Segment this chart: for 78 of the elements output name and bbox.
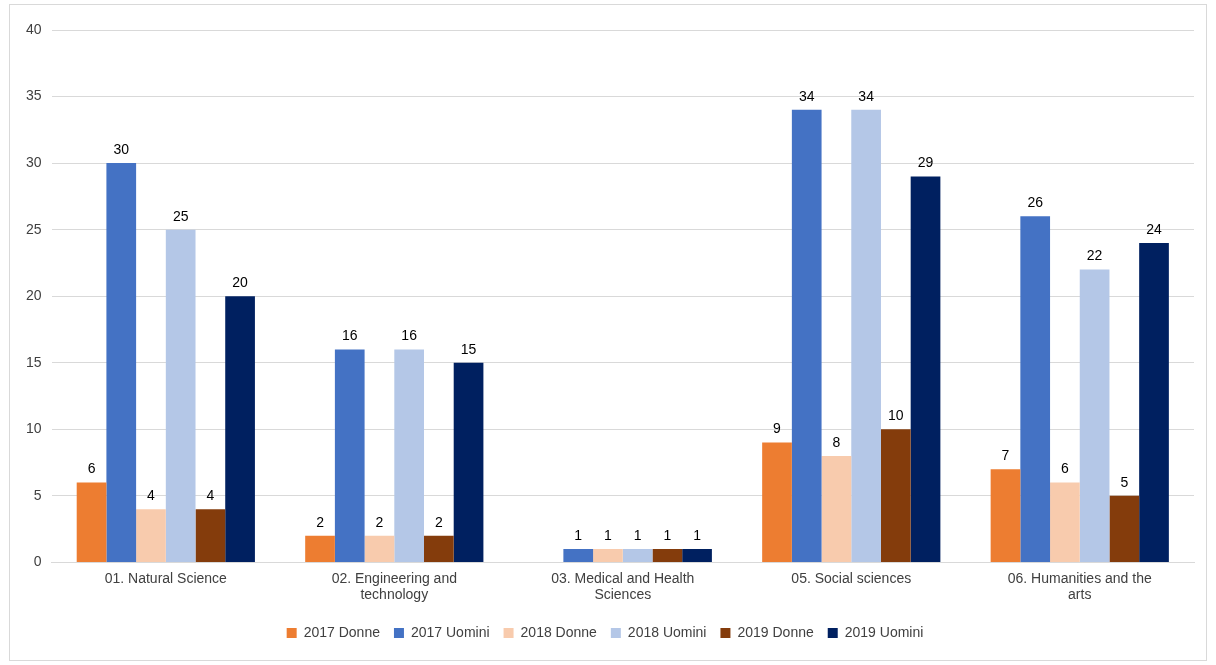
- bar: [851, 109, 881, 562]
- y-tick-label: 25: [25, 220, 42, 237]
- x-tick-label: 06. Humanities and the arts: [1007, 569, 1152, 603]
- data-label: 34: [798, 87, 815, 104]
- legend-label: 2017 Donne: [303, 623, 381, 640]
- data-label: 1: [633, 526, 642, 543]
- data-label: 16: [341, 327, 358, 344]
- data-label: 20: [232, 274, 249, 291]
- legend-label: 2019 Uomini: [844, 623, 924, 640]
- bar: [593, 549, 623, 562]
- data-label: 1: [574, 526, 583, 543]
- data-label: 30: [113, 140, 130, 157]
- data-label: 15: [460, 340, 477, 357]
- bar: [334, 349, 365, 562]
- data-label: 25: [172, 207, 189, 224]
- bar: [652, 549, 683, 562]
- x-tick-label: 01. Natural Science: [104, 569, 228, 586]
- data-label: 6: [1061, 460, 1070, 477]
- y-tick-label: 15: [25, 353, 42, 370]
- data-label: 4: [206, 487, 215, 504]
- x-tick-label: 03. Medical and Health Sciences: [551, 569, 695, 603]
- data-label: 4: [147, 487, 156, 504]
- bar: [622, 549, 653, 562]
- x-tick-label: 05. Social sciences: [791, 569, 912, 586]
- data-label: 34: [858, 87, 875, 104]
- data-label: 1: [604, 526, 613, 543]
- bar: [136, 509, 166, 562]
- y-tick-label: 20: [25, 287, 42, 304]
- bar: [165, 229, 196, 562]
- bar: [305, 535, 335, 562]
- data-label: 26: [1027, 194, 1044, 211]
- bar: [1109, 495, 1140, 562]
- data-label: 22: [1086, 247, 1103, 264]
- bar: [682, 549, 712, 562]
- data-label: 1: [663, 526, 672, 543]
- bar: [910, 176, 941, 562]
- bar: [76, 482, 107, 562]
- bar: [990, 469, 1021, 562]
- bar: [1139, 242, 1169, 562]
- bar: [880, 429, 911, 562]
- legend-label: 2019 Donne: [737, 623, 814, 640]
- data-label: 8: [832, 433, 841, 450]
- bar: [394, 349, 424, 562]
- y-tick-label: 5: [33, 486, 42, 503]
- bar: [364, 535, 395, 562]
- data-label: 2: [316, 513, 325, 530]
- data-label: 24: [1146, 220, 1163, 237]
- bar: [762, 442, 792, 562]
- data-label: 9: [773, 420, 782, 437]
- bar: [1020, 216, 1051, 562]
- y-tick-label: 40: [25, 20, 42, 37]
- bar: [424, 535, 454, 562]
- legend-label: 2018 Uomini: [627, 623, 707, 640]
- bar: [1079, 269, 1110, 562]
- data-label: 29: [917, 154, 934, 171]
- data-label: 1: [693, 526, 702, 543]
- legend-label: 2018 Donne: [520, 623, 598, 640]
- bar: [821, 455, 852, 562]
- x-tick-label: 02. Engineering and technology: [331, 569, 457, 603]
- bar: [225, 296, 255, 562]
- data-label: 2: [434, 513, 443, 530]
- data-label: 2: [375, 513, 384, 530]
- bar: [791, 109, 822, 562]
- y-tick-label: 30: [25, 153, 42, 170]
- data-label: 16: [401, 327, 418, 344]
- bar: [1050, 482, 1080, 562]
- data-label: 5: [1120, 473, 1129, 490]
- y-tick-label: 35: [25, 87, 42, 104]
- y-tick-label: 10: [25, 420, 42, 437]
- bar: [453, 362, 484, 562]
- bar: [195, 509, 226, 562]
- data-label: 7: [1001, 447, 1010, 464]
- data-label: 10: [888, 407, 904, 424]
- y-tick-label: 0: [33, 553, 42, 570]
- bar: [563, 549, 594, 562]
- bar: [106, 163, 137, 562]
- legend-label: 2017 Uomini: [410, 623, 490, 640]
- data-label: 6: [87, 460, 96, 477]
